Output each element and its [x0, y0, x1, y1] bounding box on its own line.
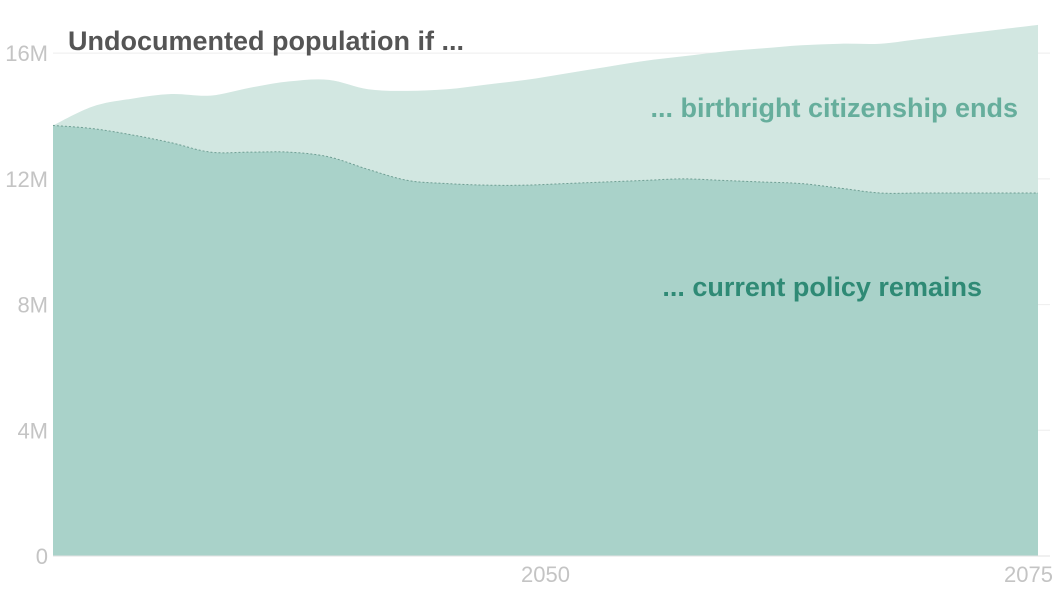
y-axis-tick-labels: 0 4M 8M 12M 16M: [5, 41, 48, 569]
area-series-layer: [53, 24, 1038, 557]
y-tick-label: 4M: [17, 418, 48, 443]
x-tick-label: 2075: [1004, 562, 1053, 587]
series-label-birthright-ends: ... birthright citizenship ends: [650, 93, 1018, 123]
y-tick-label: 8M: [17, 293, 48, 318]
x-axis-tick-labels: 2050 2075: [521, 562, 1053, 587]
x-tick-label: 2050: [521, 562, 570, 587]
y-tick-label: 0: [36, 544, 48, 569]
area-current-policy-remains: [53, 125, 1038, 556]
y-tick-label: 16M: [5, 41, 48, 66]
chart-title: Undocumented population if ...: [68, 26, 464, 56]
series-label-current-policy: ... current policy remains: [662, 272, 982, 302]
y-tick-label: 12M: [5, 167, 48, 192]
